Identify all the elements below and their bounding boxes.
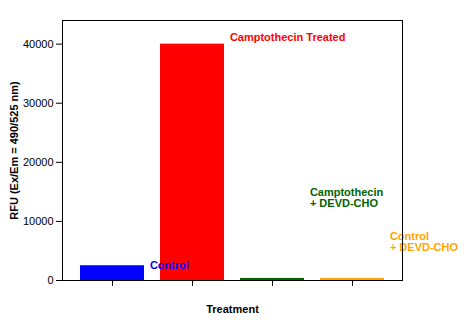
svg-text:20000: 20000 — [23, 156, 54, 168]
svg-text:RFU (Ex/Em = 490/525 nm): RFU (Ex/Em = 490/525 nm) — [8, 81, 20, 220]
svg-text:Control: Control — [150, 259, 189, 271]
svg-text:Camptothecin+ DEVD-CHO: Camptothecin+ DEVD-CHO — [310, 186, 384, 209]
svg-text:10000: 10000 — [23, 215, 54, 227]
svg-text:Treatment: Treatment — [206, 303, 259, 315]
svg-text:Control+ DEVD-CHO: Control+ DEVD-CHO — [390, 230, 459, 253]
svg-text:30000: 30000 — [23, 97, 54, 109]
svg-text:0: 0 — [47, 274, 53, 286]
svg-text:Camptothecin Treated: Camptothecin Treated — [230, 31, 346, 43]
svg-text:40000: 40000 — [23, 38, 54, 50]
